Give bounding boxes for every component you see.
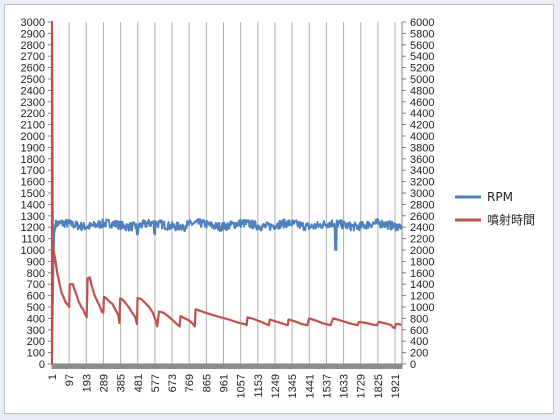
left-tick-label: 2800 [21, 40, 45, 52]
right-tick-label: 1400 [410, 279, 434, 291]
right-tick-label: 4800 [410, 85, 434, 97]
left-tick-label: 200 [27, 336, 45, 348]
x-tick-label: 1345 [287, 374, 299, 398]
right-tick-label: 1600 [410, 268, 434, 280]
left-tick-label: 2600 [21, 63, 45, 75]
left-tick-label: 1100 [21, 234, 45, 246]
right-tick-label: 4000 [410, 131, 434, 143]
left-tick-label: 400 [27, 313, 45, 325]
right-tick-label: 4600 [410, 97, 434, 109]
right-tick-label: 0 [410, 359, 416, 371]
left-tick-label: 1000 [21, 245, 45, 257]
x-tick-label: 1153 [253, 374, 265, 398]
series-line-1 [50, 20, 402, 364]
left-tick-label: 1700 [21, 165, 45, 177]
left-tick-label: 2700 [21, 51, 45, 63]
x-tick-label: 193 [81, 374, 93, 392]
x-tick-label: 289 [98, 374, 110, 392]
right-tick-label: 3200 [410, 177, 434, 189]
right-tick-label: 400 [410, 336, 428, 348]
left-tick-label: 2200 [21, 108, 45, 120]
right-tick-label: 5800 [410, 28, 434, 40]
left-tick-label: 1800 [21, 154, 45, 166]
x-tick-label: 481 [133, 374, 145, 392]
left-tick-label: 600 [27, 291, 45, 303]
left-tick-label: 1400 [21, 199, 45, 211]
right-tick-label: 2000 [410, 245, 434, 257]
left-tick-label: 1900 [21, 142, 45, 154]
x-tick-label: 961 [219, 374, 231, 392]
right-tick-label: 1200 [410, 291, 434, 303]
left-tick-label: 100 [27, 348, 45, 360]
right-tick-label: 3800 [410, 142, 434, 154]
left-tick-label: 800 [27, 268, 45, 280]
left-tick-label: 700 [27, 279, 45, 291]
x-tick-label: 1537 [321, 374, 333, 398]
x-tick-label: 1057 [236, 374, 248, 398]
right-tick-label: 5000 [410, 74, 434, 86]
right-tick-label: 2200 [410, 234, 434, 246]
x-tick-label: 577 [150, 374, 162, 392]
legend-label-0: RPM [487, 190, 513, 204]
right-tick-label: 200 [410, 348, 428, 360]
right-tick-label: 3600 [410, 154, 434, 166]
right-tick-label: 5400 [410, 51, 434, 63]
left-tick-label: 0 [39, 359, 45, 371]
x-tick-label: 1 [47, 374, 59, 380]
right-tick-label: 800 [410, 313, 428, 325]
right-tick-label: 4400 [410, 108, 434, 120]
left-tick-label: 1600 [21, 177, 45, 189]
plot-area [52, 22, 402, 364]
x-tick-label: 1729 [356, 374, 368, 398]
left-tick-label: 2900 [21, 28, 45, 40]
left-tick-label: 1200 [21, 222, 45, 234]
right-tick-label: 1000 [410, 302, 434, 314]
right-tick-label: 1800 [410, 256, 434, 268]
right-tick-label: 4200 [410, 120, 434, 132]
left-tick-label: 1500 [21, 188, 45, 200]
x-tick-label: 865 [201, 374, 213, 392]
left-tick-label: 2100 [21, 120, 45, 132]
x-tick-label: 1441 [304, 374, 316, 398]
right-tick-label: 3000 [410, 188, 434, 200]
legend-label-1: 噴射時間 [487, 212, 535, 227]
left-tick-label: 900 [27, 256, 45, 268]
x-tick-label: 385 [116, 374, 128, 392]
x-tick-label: 1825 [373, 374, 385, 398]
right-tick-label: 2400 [410, 222, 434, 234]
left-tick-label: 2000 [21, 131, 45, 143]
x-tick-label: 769 [184, 374, 196, 392]
right-tick-label: 600 [410, 325, 428, 337]
left-tick-label: 2300 [21, 97, 45, 109]
right-tick-label: 3400 [410, 165, 434, 177]
left-tick-label: 1300 [21, 211, 45, 223]
left-tick-label: 300 [27, 325, 45, 337]
x-tick-label: 673 [167, 374, 179, 392]
series-line-0 [51, 218, 403, 359]
right-tick-label: 5600 [410, 40, 434, 52]
left-tick-label: 2500 [21, 74, 45, 86]
right-tick-label: 2800 [410, 199, 434, 211]
x-tick-label: 1633 [339, 374, 351, 398]
left-tick-label: 3000 [21, 17, 45, 29]
x-tick-label: 97 [64, 374, 76, 386]
right-tick-label: 6000 [410, 17, 434, 29]
right-tick-label: 5200 [410, 63, 434, 75]
left-tick-label: 2400 [21, 85, 45, 97]
x-tick-label: 1249 [270, 374, 282, 398]
right-tick-label: 2600 [410, 211, 434, 223]
x-tick-label: 1921 [390, 374, 402, 398]
left-tick-label: 500 [27, 302, 45, 314]
